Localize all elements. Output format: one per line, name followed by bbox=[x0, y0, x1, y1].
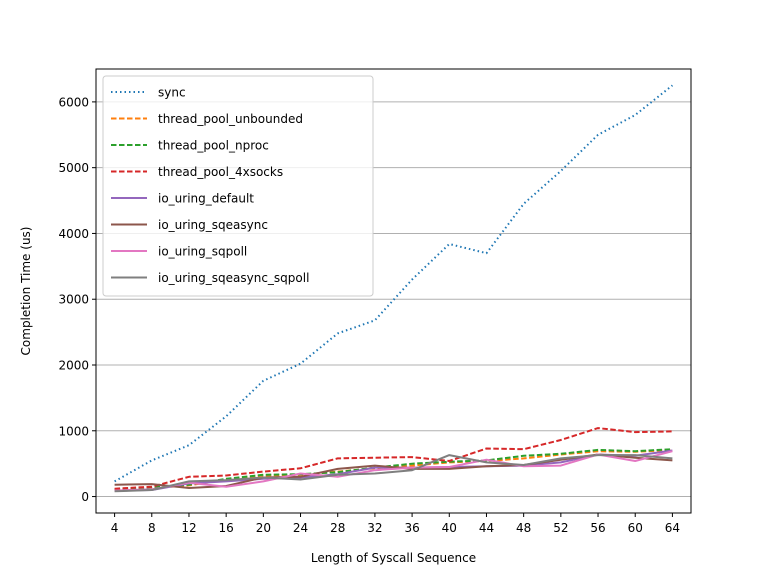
y-tick-label: 4000 bbox=[58, 227, 89, 241]
x-tick-label: 16 bbox=[219, 521, 234, 535]
x-tick-label: 36 bbox=[404, 521, 419, 535]
x-tick-label: 12 bbox=[181, 521, 196, 535]
y-tick-label: 6000 bbox=[58, 95, 89, 109]
series-lines bbox=[114, 84, 674, 493]
x-tick-label: 28 bbox=[330, 521, 345, 535]
series-line-io-uring-sqpoll bbox=[114, 450, 673, 492]
legend: sync thread_pool_unbounded thread_pool_npr… bbox=[102, 75, 374, 297]
x-tick-label: 24 bbox=[293, 521, 308, 535]
grid-lines bbox=[96, 101, 691, 498]
x-tick-label: 40 bbox=[442, 521, 457, 535]
legend-box bbox=[102, 75, 374, 297]
x-tick-label: 60 bbox=[628, 521, 643, 535]
y-tick-label: 3000 bbox=[58, 293, 89, 307]
x-tick-label: 44 bbox=[479, 521, 494, 535]
legend-entry: thread_pool_unbounded bbox=[158, 112, 303, 126]
x-tick-label: 8 bbox=[148, 521, 156, 535]
y-tick-label: 2000 bbox=[58, 359, 89, 373]
legend-entry: io_uring_sqeasync_sqpoll bbox=[158, 271, 309, 285]
y-tick-label: 0 bbox=[81, 490, 89, 504]
legend-entry: io_uring_sqeasync bbox=[158, 218, 268, 232]
legend-entry: thread_pool_nproc bbox=[158, 139, 269, 153]
x-tick-label: 52 bbox=[553, 521, 568, 535]
legend-entry: io_uring_default bbox=[158, 192, 254, 206]
y-tick-label: 1000 bbox=[58, 424, 89, 438]
x-tick-label: 56 bbox=[590, 521, 605, 535]
x-axis-ticks: 4 8 12 16 20 24 28 32 36 40 44 48 52 56 60 64 bbox=[111, 513, 680, 535]
x-tick-label: 4 bbox=[111, 521, 119, 535]
x-tick-label: 48 bbox=[516, 521, 531, 535]
y-tick-label: 5000 bbox=[58, 161, 89, 175]
x-tick-label: 64 bbox=[665, 521, 680, 535]
y-axis-label: Completion Time (us) bbox=[19, 227, 33, 356]
plot-frame bbox=[95, 68, 692, 514]
series-line-thread-pool-4xsocks bbox=[114, 427, 673, 490]
x-tick-label: 32 bbox=[367, 521, 382, 535]
legend-entry: io_uring_sqpoll bbox=[158, 245, 247, 259]
legend-entry: thread_pool_4xsocks bbox=[158, 165, 283, 179]
series-line-io-uring-sqeasync-sqpoll bbox=[114, 454, 673, 493]
legend-entry: sync bbox=[158, 86, 186, 100]
x-tick-label: 20 bbox=[256, 521, 271, 535]
x-axis-label: Length of Syscall Sequence bbox=[311, 551, 476, 565]
y-axis-ticks: 0 1000 2000 3000 4000 5000 6000 bbox=[58, 95, 96, 504]
